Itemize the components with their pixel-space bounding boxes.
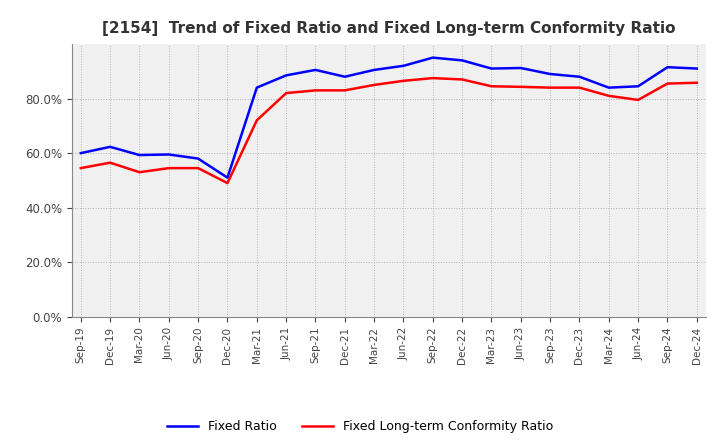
Fixed Long-term Conformity Ratio — [164, 165, 173, 171]
Fixed Long-term Conformity Ratio — [693, 80, 701, 85]
Fixed Ratio — [605, 85, 613, 90]
Line: Fixed Long-term Conformity Ratio: Fixed Long-term Conformity Ratio — [81, 78, 697, 183]
Fixed Ratio — [253, 85, 261, 90]
Fixed Long-term Conformity Ratio — [135, 169, 144, 175]
Fixed Long-term Conformity Ratio — [516, 84, 525, 89]
Fixed Ratio — [487, 66, 496, 71]
Fixed Ratio — [341, 74, 349, 79]
Fixed Long-term Conformity Ratio — [311, 88, 320, 93]
Fixed Long-term Conformity Ratio — [458, 77, 467, 82]
Fixed Ratio — [575, 74, 584, 79]
Fixed Ratio — [546, 71, 554, 77]
Fixed Ratio — [458, 58, 467, 63]
Fixed Ratio — [311, 67, 320, 73]
Fixed Ratio — [370, 67, 379, 73]
Fixed Ratio — [164, 152, 173, 157]
Fixed Long-term Conformity Ratio — [106, 160, 114, 165]
Fixed Ratio — [282, 73, 290, 78]
Fixed Long-term Conformity Ratio — [282, 91, 290, 96]
Fixed Ratio — [693, 66, 701, 71]
Fixed Long-term Conformity Ratio — [428, 76, 437, 81]
Fixed Ratio — [516, 66, 525, 71]
Fixed Long-term Conformity Ratio — [253, 118, 261, 123]
Legend: Fixed Ratio, Fixed Long-term Conformity Ratio: Fixed Ratio, Fixed Long-term Conformity … — [162, 415, 558, 438]
Fixed Ratio — [135, 152, 144, 158]
Fixed Long-term Conformity Ratio — [194, 165, 202, 171]
Fixed Long-term Conformity Ratio — [663, 81, 672, 86]
Fixed Ratio — [634, 84, 642, 89]
Fixed Ratio — [194, 156, 202, 161]
Fixed Long-term Conformity Ratio — [575, 85, 584, 90]
Fixed Ratio — [428, 55, 437, 60]
Title: [2154]  Trend of Fixed Ratio and Fixed Long-term Conformity Ratio: [2154] Trend of Fixed Ratio and Fixed Lo… — [102, 21, 675, 36]
Fixed Ratio — [106, 144, 114, 150]
Fixed Long-term Conformity Ratio — [487, 84, 496, 89]
Fixed Ratio — [399, 63, 408, 69]
Fixed Ratio — [223, 175, 232, 180]
Fixed Long-term Conformity Ratio — [605, 93, 613, 99]
Fixed Long-term Conformity Ratio — [341, 88, 349, 93]
Line: Fixed Ratio: Fixed Ratio — [81, 58, 697, 178]
Fixed Long-term Conformity Ratio — [546, 85, 554, 90]
Fixed Long-term Conformity Ratio — [634, 97, 642, 103]
Fixed Ratio — [76, 150, 85, 156]
Fixed Ratio — [663, 65, 672, 70]
Fixed Long-term Conformity Ratio — [76, 165, 85, 171]
Fixed Long-term Conformity Ratio — [370, 82, 379, 88]
Fixed Long-term Conformity Ratio — [399, 78, 408, 84]
Fixed Long-term Conformity Ratio — [223, 180, 232, 186]
